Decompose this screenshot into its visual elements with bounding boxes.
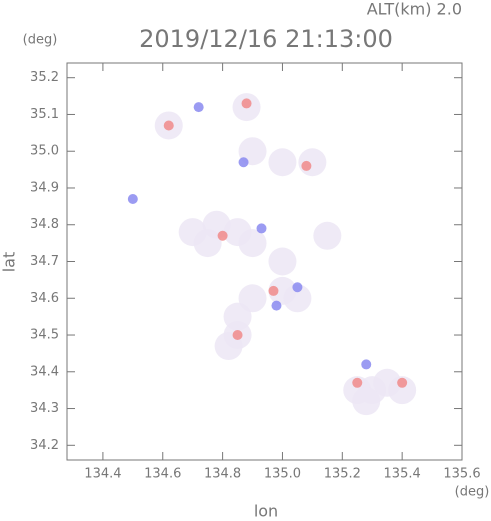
x-tick-label: 135.6	[443, 467, 480, 482]
x-tick-label: 135.0	[264, 467, 301, 482]
x-tick-label: 135.4	[384, 467, 421, 482]
y-tick-label: 34.4	[30, 364, 59, 379]
echo-point	[388, 376, 417, 405]
y-tick-label: 35.1	[30, 107, 59, 122]
chart-subtitle: ALT(km) 2.0	[367, 0, 462, 19]
echo-point	[268, 247, 297, 276]
echo-point	[217, 230, 228, 241]
x-tick-label: 135.2	[324, 467, 361, 482]
chart-title: 2019/12/16 21:13:00	[139, 25, 393, 53]
echo-point	[241, 98, 252, 109]
x-axis-label: lon	[254, 502, 278, 521]
echo-point	[268, 148, 297, 177]
echo-point	[298, 148, 327, 177]
echo-point	[127, 194, 138, 205]
echo-point	[313, 221, 342, 250]
echo-point	[292, 282, 303, 293]
echo-point	[352, 377, 363, 388]
echo-point	[352, 387, 381, 416]
echo-point	[256, 223, 267, 234]
y-axis-label: lat	[0, 252, 19, 273]
x-unit: (deg)	[455, 485, 490, 500]
x-tick-label: 134.4	[84, 467, 121, 482]
y-tick-label: 34.3	[30, 401, 59, 416]
y-tick-label: 35.0	[30, 144, 59, 159]
echo-point	[397, 377, 408, 388]
x-tick-label: 134.6	[144, 467, 181, 482]
y-tick-label: 34.2	[30, 438, 59, 453]
echo-point	[238, 157, 249, 168]
y-tick-label: 34.5	[30, 328, 59, 343]
echo-point	[268, 285, 279, 296]
echo-point	[271, 300, 282, 311]
echo-point	[301, 160, 312, 171]
echo-point	[193, 102, 204, 113]
x-tick-label: 134.8	[204, 467, 241, 482]
echo-point	[238, 229, 267, 258]
y-unit: (deg)	[23, 33, 58, 48]
y-tick-label: 34.9	[30, 180, 59, 195]
echo-point	[361, 359, 372, 370]
echo-point	[283, 284, 312, 313]
echo-point	[193, 229, 222, 258]
y-tick-label: 35.2	[30, 70, 59, 85]
echo-point	[163, 120, 174, 131]
echo-point	[232, 330, 243, 341]
y-tick-label: 34.8	[30, 217, 59, 232]
y-tick-label: 34.6	[30, 291, 59, 306]
y-tick-label: 34.7	[30, 254, 59, 269]
